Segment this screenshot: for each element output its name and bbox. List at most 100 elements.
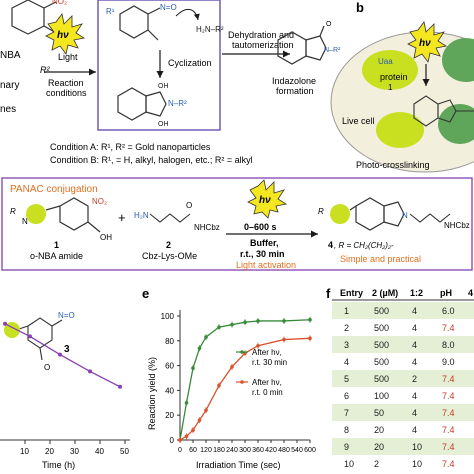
nhcbz-label-4: NHCbz — [444, 221, 470, 230]
table-cell: 50 — [374, 408, 384, 418]
e-point — [197, 346, 202, 351]
svg-text:OH: OH — [158, 121, 169, 128]
table-cell: 6 — [344, 391, 349, 401]
crosslinked-protein-2 — [438, 104, 474, 144]
d-point — [88, 369, 92, 374]
table-cell: 4 — [412, 391, 417, 401]
simple-practical: Simple and practical — [340, 254, 421, 264]
table-cell: 4 — [412, 340, 417, 350]
compound-3-structure — [15, 317, 63, 361]
e-point — [204, 335, 208, 339]
e-plot — [178, 316, 312, 443]
svg-text:O: O — [186, 201, 192, 210]
table-cell: 7 — [344, 408, 349, 418]
panel-f: f Entry 2 (µM) 1:2 pH 4 1 500 4 6.0 2 500 4 7.4 3 500 4… — [326, 286, 474, 469]
product-lysine-chain — [409, 213, 451, 223]
d-x-tick-label: 30 — [70, 447, 79, 456]
e-point — [308, 336, 312, 341]
compound-2-num: 2 — [166, 240, 171, 250]
e-x-label: Irradiation Time (sec) — [196, 460, 281, 470]
results-table: Entry 2 (µM) 1:2 pH 4 1 500 4 6.0 2 500 4 7.4 3 500 4 8.… — [332, 288, 474, 469]
e-x-tick-label: 480 — [278, 447, 290, 454]
hv-burst-panac: hν — [247, 179, 288, 219]
panac-panel: PANAC conjugation R N NO₂ OH 1 o-NBA ami… — [1, 177, 473, 271]
condition-a: Condition A: R¹, R² = Gold nanoparticles — [50, 142, 211, 152]
protein-1 — [362, 50, 418, 90]
svg-text:N=O: N=O — [160, 3, 177, 12]
table-cell: 1 — [344, 306, 349, 316]
table-header-cell: pH — [440, 288, 452, 298]
e-point — [230, 322, 234, 327]
panac-box — [1, 177, 473, 271]
svg-text:N: N — [22, 217, 28, 226]
e-y-label: Reaction yield (%) — [147, 357, 157, 430]
e-x-tick-label: 120 — [200, 447, 212, 454]
table-cell: 4 — [412, 306, 417, 316]
time-range: 0–600 s — [244, 222, 277, 232]
table-cell: 4 — [412, 408, 417, 418]
plus-sign: + — [118, 210, 126, 225]
product-amide-highlight — [330, 204, 350, 224]
compound-1-name: o-NBA amide — [30, 251, 83, 261]
panel-b: b Uaa protein 1 Live cell hν Photo-cross… — [330, 0, 474, 173]
buffer-label: Buffer, — [250, 238, 279, 248]
hv-burst-a: hν — [45, 13, 86, 55]
svg-text:hν: hν — [259, 195, 271, 206]
panac-conditions: r.t., 30 min — [240, 249, 285, 259]
e-y-tick-label: 80 — [165, 337, 174, 346]
table-cell: 10 — [344, 459, 354, 469]
svg-text:O: O — [326, 21, 332, 28]
svg-text:hν: hν — [419, 38, 431, 49]
hv-burst-b: hν — [407, 21, 448, 63]
panel-d: N=O O 3 10 20 30 40 50 Time (h) — [0, 311, 130, 470]
table-cell: 20 — [374, 425, 384, 435]
e-point — [178, 438, 182, 442]
e-point — [197, 418, 202, 422]
e-y-tick-label: 0 — [170, 436, 175, 445]
table-cell: 4 — [412, 323, 417, 333]
table-cell: 500 — [374, 374, 389, 384]
table-row-band — [332, 438, 474, 455]
table-header-cell: 1:2 — [410, 288, 423, 298]
reaction-label: Reaction — [48, 78, 84, 88]
e-point — [217, 325, 221, 329]
light-activation: Light activation — [236, 260, 296, 270]
table-cell: 2 — [344, 323, 349, 333]
crosslinked-protein-1 — [376, 112, 424, 148]
table-cell: 7.4 — [442, 374, 455, 384]
target-protein — [442, 38, 474, 82]
e-x-tick-label: 600 — [304, 447, 316, 454]
compound-1-num: 1 — [54, 240, 59, 250]
svg-text:N: N — [402, 211, 408, 220]
svg-text:H₂N–R²: H₂N–R² — [196, 25, 224, 34]
d-point — [28, 334, 32, 339]
table-cell: 4 — [412, 425, 417, 435]
e-point — [204, 408, 208, 413]
svg-text:O: O — [44, 363, 50, 372]
e-x-tick-label: 0 — [178, 447, 182, 454]
table-row-band — [332, 336, 474, 353]
e-point — [282, 319, 286, 323]
table-cell: 9 — [344, 442, 349, 452]
svg-text:hν: hν — [57, 30, 69, 41]
e-point — [256, 343, 260, 348]
conditions-label: conditions — [46, 88, 87, 98]
svg-text:N–R²: N–R² — [324, 47, 341, 54]
table-cell: 20 — [374, 442, 384, 452]
table-cell: 2 — [412, 374, 417, 384]
svg-text:H₂N: H₂N — [134, 211, 149, 220]
d-series-line — [4, 323, 121, 388]
legend-green-1: After hν, — [252, 348, 282, 357]
panel-f-label: f — [326, 286, 331, 301]
attack-arrow — [175, 8, 200, 21]
e-x-tick-label: 300 — [239, 447, 251, 454]
svg-text:NO₂: NO₂ — [92, 197, 107, 206]
legend-red-marker — [240, 380, 244, 384]
svg-text:N=O: N=O — [58, 311, 75, 320]
e-point — [217, 383, 221, 388]
r2-note: R² — [40, 65, 50, 75]
nba-amide-structure — [45, 197, 101, 233]
table-cell: 7.4 — [442, 459, 455, 469]
compound-3-num: 3 — [64, 344, 70, 355]
